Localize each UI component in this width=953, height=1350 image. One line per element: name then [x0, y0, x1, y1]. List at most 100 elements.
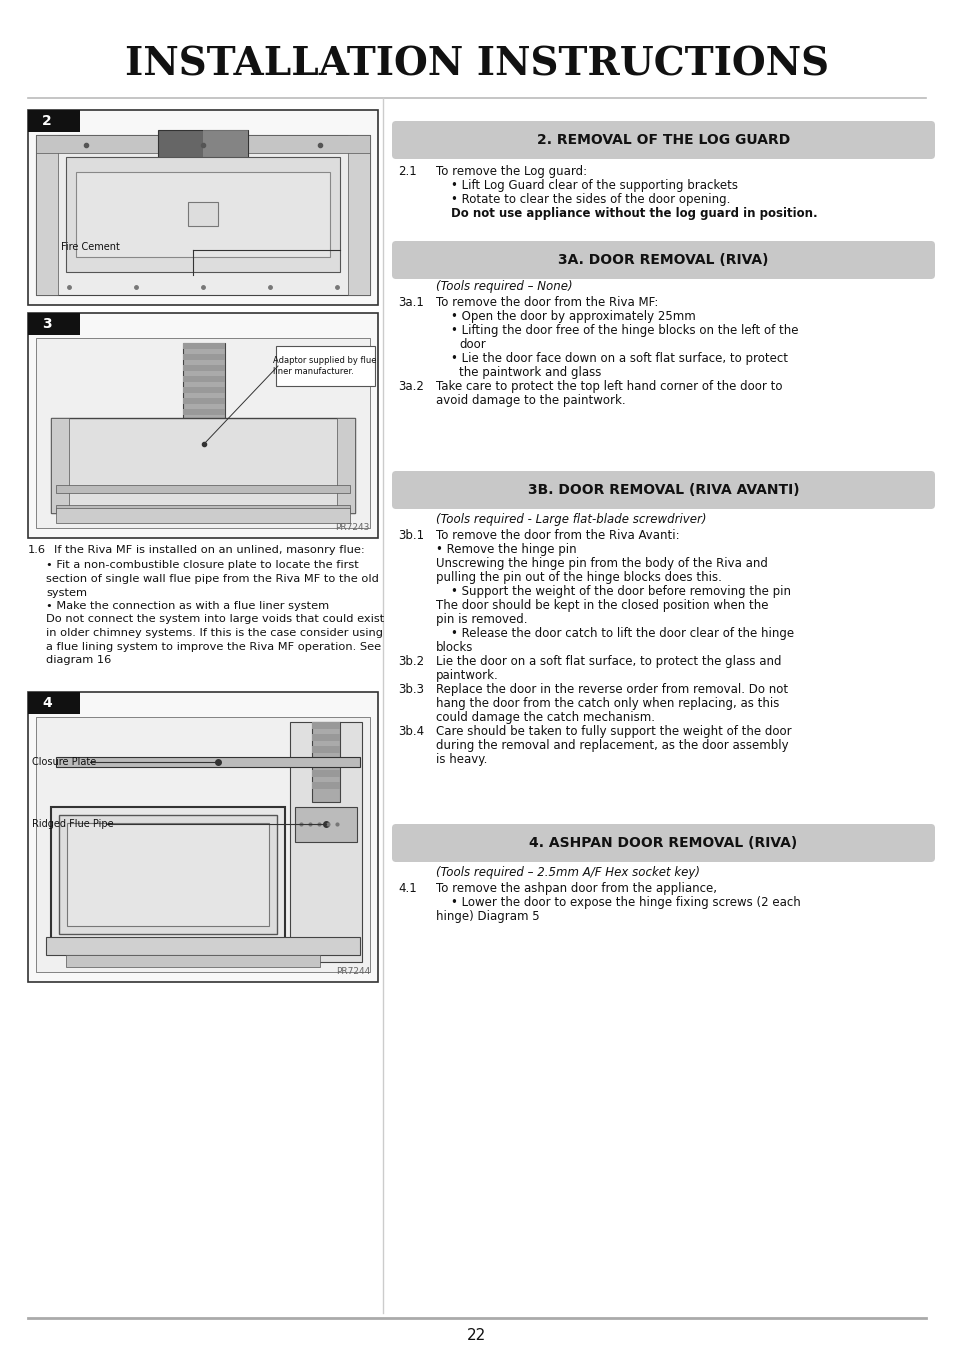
Text: • Support the weight of the door before removing the pin: • Support the weight of the door before …: [451, 585, 790, 598]
Text: To remove the ashpan door from the appliance,: To remove the ashpan door from the appli…: [436, 882, 717, 895]
Text: avoid damage to the paintwork.: avoid damage to the paintwork.: [436, 394, 625, 406]
Text: (Tools required – None): (Tools required – None): [436, 279, 572, 293]
Text: • Lie the door face down on a soft flat surface, to protect: • Lie the door face down on a soft flat …: [451, 352, 787, 365]
Bar: [312, 734, 339, 741]
Text: 3b.3: 3b.3: [397, 683, 423, 697]
Bar: [336, 418, 355, 513]
Text: 3A. DOOR REMOVAL (RIVA): 3A. DOOR REMOVAL (RIVA): [558, 252, 768, 267]
Text: 3: 3: [42, 317, 51, 331]
Text: 3a.1: 3a.1: [397, 296, 423, 309]
Text: To remove the door from the Riva Avanti:: To remove the door from the Riva Avanti:: [436, 529, 679, 541]
Bar: [348, 135, 370, 296]
Bar: [312, 722, 339, 802]
Text: INSTALLATION INSTRUCTIONS: INSTALLATION INSTRUCTIONS: [125, 46, 828, 84]
Text: pin is removed.: pin is removed.: [436, 613, 527, 626]
FancyBboxPatch shape: [392, 471, 934, 509]
Text: • Open the door by approximately 25mm: • Open the door by approximately 25mm: [451, 310, 695, 323]
Bar: [28, 313, 80, 335]
Text: If the Riva MF is installed on an unlined, masonry flue:: If the Riva MF is installed on an unline…: [54, 545, 364, 555]
Bar: [36, 135, 58, 296]
Text: Lie the door on a soft flat surface, to protect the glass and: Lie the door on a soft flat surface, to …: [436, 655, 781, 668]
Bar: [183, 387, 225, 393]
Text: blocks: blocks: [436, 641, 473, 653]
Text: Do not use appliance without the log guard in position.: Do not use appliance without the log gua…: [451, 207, 817, 220]
FancyBboxPatch shape: [392, 242, 934, 279]
Bar: [51, 418, 69, 513]
Bar: [51, 807, 285, 942]
Text: Unscrewing the hinge pin from the body of the Riva and: Unscrewing the hinge pin from the body o…: [436, 558, 767, 570]
Bar: [28, 693, 377, 981]
Bar: [312, 722, 339, 729]
Bar: [183, 364, 225, 371]
Text: • Lift Log Guard clear of the supporting brackets: • Lift Log Guard clear of the supporting…: [451, 180, 738, 192]
Bar: [312, 782, 339, 788]
Text: in older chimney systems. If this is the case consider using: in older chimney systems. If this is the…: [46, 628, 382, 639]
Bar: [312, 769, 339, 778]
Text: hang the door from the catch only when replacing, as this: hang the door from the catch only when r…: [436, 697, 779, 710]
Text: (Tools required – 2.5mm A/F Hex socket key): (Tools required – 2.5mm A/F Hex socket k…: [436, 865, 700, 879]
Bar: [36, 135, 370, 296]
Text: door: door: [458, 338, 485, 351]
Text: 2.1: 2.1: [397, 165, 416, 178]
Text: Ridged Flue Pipe: Ridged Flue Pipe: [32, 819, 113, 829]
Bar: [51, 418, 355, 513]
Bar: [28, 693, 80, 714]
Bar: [59, 815, 276, 934]
Bar: [158, 130, 248, 185]
Bar: [56, 508, 350, 522]
Bar: [183, 354, 225, 360]
Text: 4.1: 4.1: [397, 882, 416, 895]
Bar: [56, 505, 350, 513]
Bar: [76, 171, 330, 256]
Text: • Rotate to clear the sides of the door opening.: • Rotate to clear the sides of the door …: [451, 193, 730, 207]
Text: 4: 4: [42, 697, 51, 710]
Text: • Release the door catch to lift the door clear of the hinge: • Release the door catch to lift the doo…: [451, 626, 793, 640]
Bar: [66, 157, 339, 271]
Text: • Lower the door to expose the hinge fixing screws (2 each: • Lower the door to expose the hinge fix…: [451, 896, 800, 909]
Text: PR7243: PR7243: [335, 522, 370, 532]
Bar: [36, 717, 370, 972]
Bar: [203, 130, 248, 185]
Text: Replace the door in the reverse order from removal. Do not: Replace the door in the reverse order fr…: [436, 683, 787, 697]
Text: 4. ASHPAN DOOR REMOVAL (RIVA): 4. ASHPAN DOOR REMOVAL (RIVA): [529, 836, 797, 850]
Text: Care should be taken to fully support the weight of the door: Care should be taken to fully support th…: [436, 725, 791, 738]
FancyBboxPatch shape: [392, 824, 934, 863]
Text: PR7244: PR7244: [335, 967, 370, 976]
Text: 22: 22: [467, 1328, 486, 1343]
Bar: [183, 409, 225, 414]
Text: diagram 16: diagram 16: [46, 655, 112, 666]
Bar: [67, 824, 269, 926]
Bar: [188, 433, 220, 455]
Text: 3B. DOOR REMOVAL (RIVA AVANTI): 3B. DOOR REMOVAL (RIVA AVANTI): [527, 483, 799, 497]
FancyBboxPatch shape: [392, 122, 934, 159]
Text: Adaptor supplied by flue
liner manufacturer.: Adaptor supplied by flue liner manufactu…: [273, 355, 376, 377]
Text: Do not connect the system into large voids that could exist: Do not connect the system into large voi…: [46, 614, 384, 625]
Text: is heavy.: is heavy.: [436, 753, 487, 765]
Text: 2: 2: [42, 113, 51, 128]
Bar: [56, 485, 350, 493]
Bar: [183, 398, 225, 404]
Text: paintwork.: paintwork.: [436, 670, 498, 682]
Text: The door should be kept in the closed position when the: The door should be kept in the closed po…: [436, 599, 768, 612]
Text: • Remove the hinge pin: • Remove the hinge pin: [436, 543, 576, 556]
Text: (Tools required - Large flat-blade screwdriver): (Tools required - Large flat-blade screw…: [436, 513, 706, 526]
Text: 3b.4: 3b.4: [397, 725, 424, 738]
Text: To remove the door from the Riva MF:: To remove the door from the Riva MF:: [436, 296, 658, 309]
Bar: [46, 937, 359, 954]
Bar: [28, 109, 377, 305]
Text: 3a.2: 3a.2: [397, 379, 423, 393]
Text: Take care to protect the top left hand corner of the door to: Take care to protect the top left hand c…: [436, 379, 781, 393]
Text: could damage the catch mechanism.: could damage the catch mechanism.: [436, 711, 655, 724]
Text: • Make the connection as with a flue liner system: • Make the connection as with a flue lin…: [46, 601, 329, 612]
Bar: [56, 757, 359, 767]
Bar: [36, 135, 370, 153]
Text: a flue lining system to improve the Riva MF operation. See: a flue lining system to improve the Riva…: [46, 641, 381, 652]
Text: system: system: [46, 587, 87, 598]
Bar: [188, 202, 218, 225]
Bar: [183, 377, 225, 382]
Bar: [312, 757, 339, 765]
Bar: [183, 343, 225, 350]
Text: 3b.2: 3b.2: [397, 655, 424, 668]
Bar: [290, 722, 361, 963]
Bar: [294, 807, 356, 842]
